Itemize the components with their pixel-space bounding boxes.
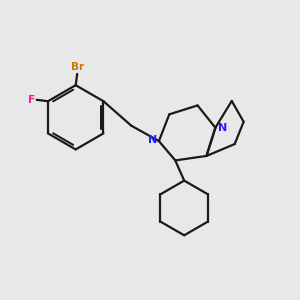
Text: Br: Br — [70, 62, 84, 72]
Text: N: N — [148, 135, 157, 145]
Text: F: F — [28, 95, 35, 105]
Text: N: N — [218, 123, 227, 133]
